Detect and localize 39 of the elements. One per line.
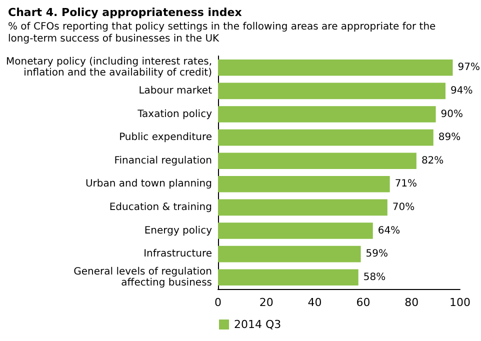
y-tick-label: Education & training	[109, 202, 212, 213]
bar	[218, 152, 416, 170]
data-label: 71%	[394, 178, 418, 190]
x-tick-label: 60	[356, 296, 370, 309]
data-label: 94%	[450, 85, 473, 96]
y-tick-label: Taxation policy	[136, 108, 212, 120]
bar	[218, 246, 361, 262]
legend-label: 2014 Q3	[234, 318, 282, 331]
y-tick-label: Public expenditure	[119, 132, 212, 144]
x-tick-label: 80	[404, 296, 419, 309]
y-tick-label: General levels of regulation affecting business	[74, 266, 212, 288]
bar	[218, 59, 453, 76]
bar	[218, 222, 373, 239]
y-tick-label: Urban and town planning	[85, 178, 212, 190]
bar	[218, 176, 390, 192]
data-label: 59%	[366, 248, 388, 260]
data-label: 97%	[458, 62, 480, 74]
x-tick-label: 100	[450, 296, 470, 309]
data-label: 82%	[421, 155, 444, 166]
data-label: 64%	[378, 225, 400, 236]
y-tick-label: Monetary policy (including interest rates, inflation and the availability of credit)	[6, 56, 212, 79]
data-label: 58%	[363, 272, 386, 283]
y-tick-label: Energy policy	[144, 225, 212, 236]
bar	[218, 199, 388, 216]
x-tick-label: 0	[214, 296, 222, 309]
data-label: 89%	[438, 132, 461, 144]
y-tick-label: Financial regulation	[114, 155, 212, 166]
bar	[218, 129, 434, 146]
bar	[218, 82, 446, 100]
y-tick-label: Labour market	[138, 85, 212, 96]
y-tick-label: Infrastructure	[144, 248, 212, 260]
bar	[218, 106, 436, 122]
data-label: 90%	[440, 108, 464, 120]
x-tick-label: 20	[259, 296, 274, 309]
x-tick-label: 40	[308, 296, 322, 309]
bar	[218, 269, 358, 286]
data-label: 70%	[392, 202, 415, 213]
text: Chart 4. Policy appropriateness index	[8, 6, 242, 19]
chart-subtitle: % of CFOs reporting that policy settings in the following areas are appropriate for the long-term success of businesses in the UK	[8, 22, 439, 44]
